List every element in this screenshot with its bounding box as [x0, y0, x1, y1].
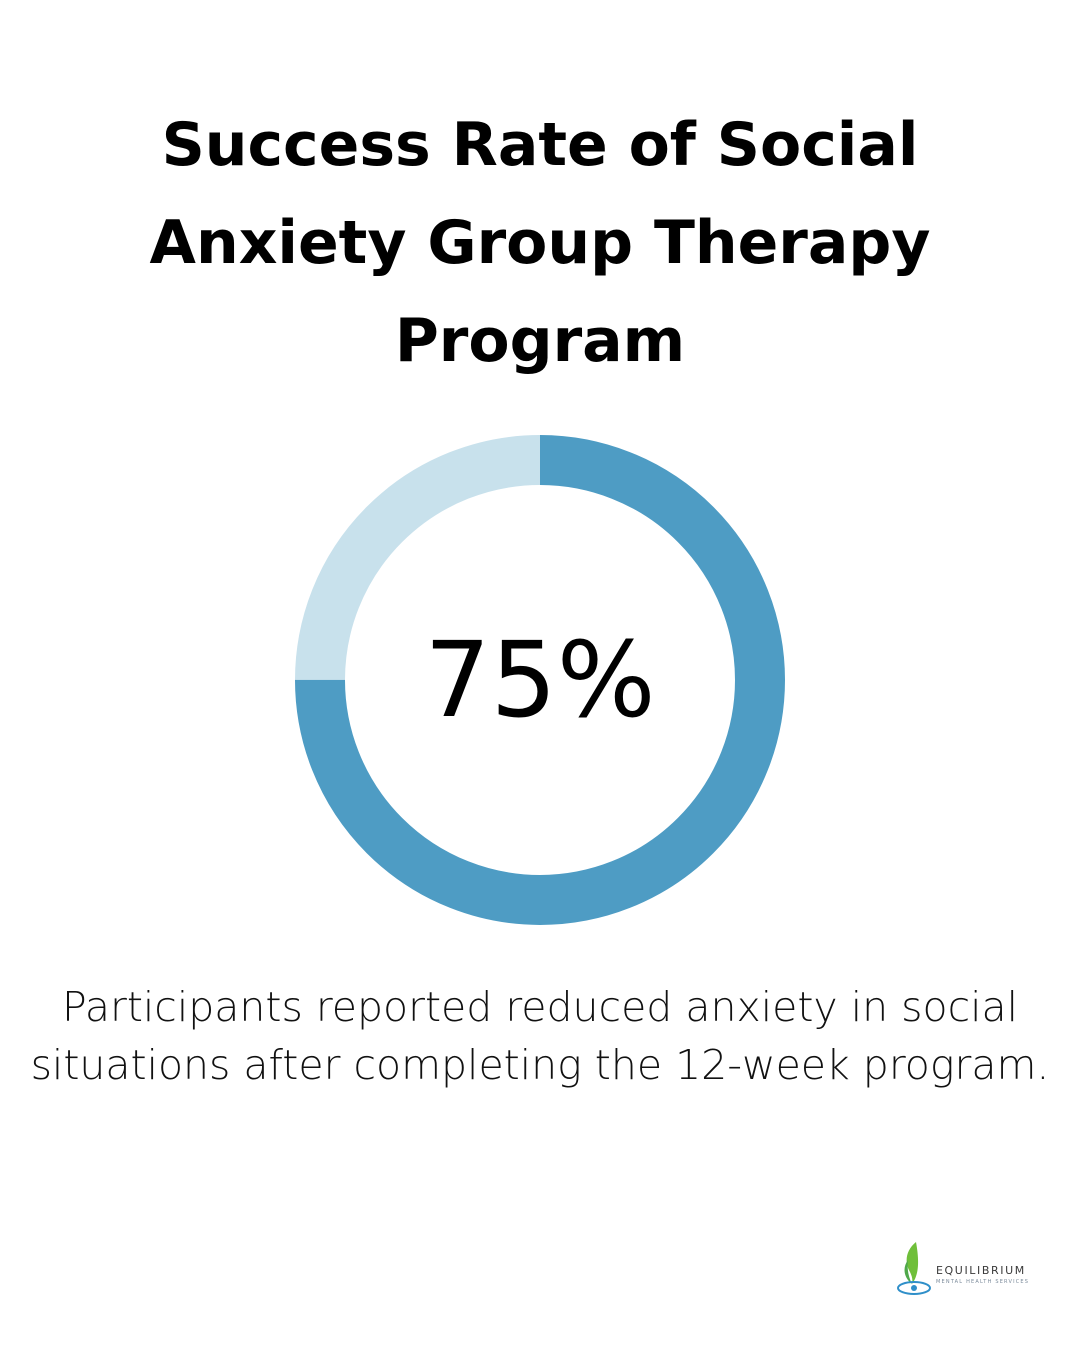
- brand-logo: EQUILIBRIUM MENTAL HEALTH SERVICES: [894, 1240, 1044, 1298]
- donut-center-value: 75%: [424, 619, 655, 741]
- page-title: Success Rate of Social Anxiety Group The…: [149, 110, 931, 376]
- donut-chart: 75%: [290, 430, 790, 930]
- description-text: Participants reported reduced anxiety in…: [30, 983, 1050, 1089]
- equilibrium-logo-icon: [897, 1242, 931, 1295]
- brand-name: EQUILIBRIUM: [936, 1264, 1026, 1277]
- donut-chart-svg: 75%: [295, 435, 785, 925]
- donut-segment-filled: [295, 435, 785, 925]
- brand-tagline: MENTAL HEALTH SERVICES: [936, 1279, 1030, 1285]
